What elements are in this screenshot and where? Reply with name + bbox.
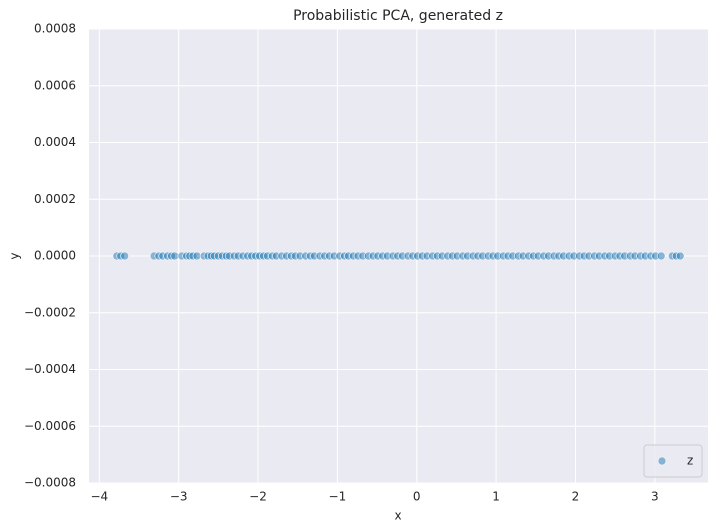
y-axis-label: y	[8, 252, 22, 259]
legend	[643, 444, 703, 478]
y-tick-label: 0.0002	[34, 192, 76, 206]
y-tick-label: 0.0006	[34, 78, 76, 92]
legend-label: z	[687, 454, 693, 468]
x-tick-label: 3	[651, 490, 659, 504]
x-tick-label: 2	[572, 490, 580, 504]
point	[120, 251, 130, 261]
y-tick-label: 0.0000	[34, 249, 76, 263]
point	[656, 251, 666, 261]
chart-title: Probabilistic PCA, generated z	[293, 8, 503, 24]
x-tick-label: 1	[492, 490, 500, 504]
legend-marker	[657, 456, 667, 466]
x-tick-label: −2	[249, 490, 267, 504]
x-tick-label: 0	[413, 490, 421, 504]
y-tick-label: −0.0004	[24, 362, 76, 376]
x-tick-label: −4	[90, 490, 108, 504]
y-tick-label: −0.0006	[24, 419, 76, 433]
y-tick-label: −0.0002	[24, 305, 76, 319]
x-tick-label: −1	[329, 490, 347, 504]
point	[192, 251, 202, 261]
point	[170, 251, 180, 261]
point	[675, 251, 685, 261]
x-tick-label: −3	[170, 490, 188, 504]
y-tick-label: −0.0008	[24, 476, 76, 490]
x-axis-label: x	[394, 509, 401, 523]
y-tick-label: 0.0008	[34, 22, 76, 36]
y-tick-label: 0.0004	[34, 135, 76, 149]
